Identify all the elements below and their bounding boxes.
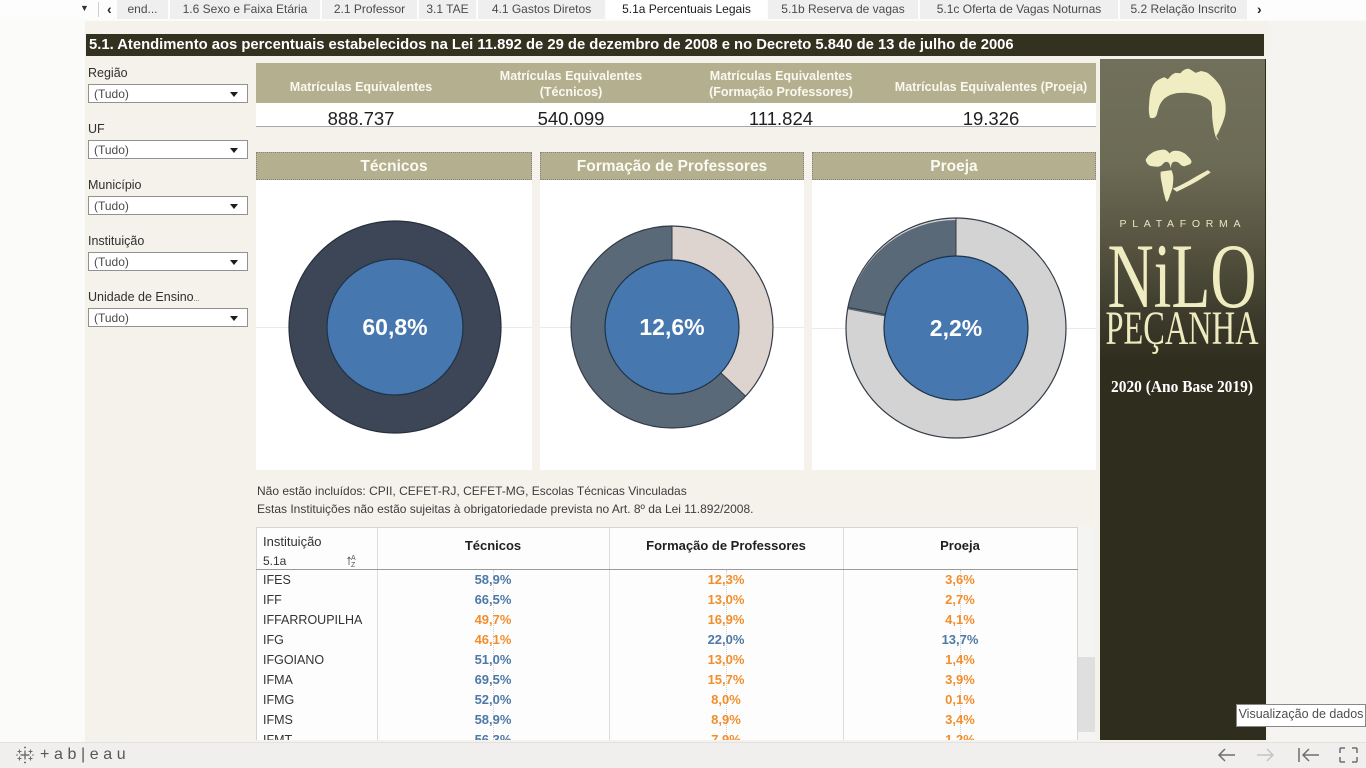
svg-text:NiLO: NiLO: [1108, 225, 1257, 327]
svg-text:A: A: [351, 555, 356, 562]
svg-text:2,2%: 2,2%: [930, 315, 982, 341]
svg-text:PLATAFORMA: PLATAFORMA: [1120, 218, 1247, 230]
svg-text:2020 (Ano Base 2019): 2020 (Ano Base 2019): [1111, 377, 1253, 396]
svg-text:12,6%: 12,6%: [639, 314, 704, 340]
svg-text:Z: Z: [351, 562, 356, 568]
svg-text:PEÇANHA: PEÇANHA: [1106, 302, 1259, 355]
svg-text:60,8%: 60,8%: [362, 314, 427, 340]
